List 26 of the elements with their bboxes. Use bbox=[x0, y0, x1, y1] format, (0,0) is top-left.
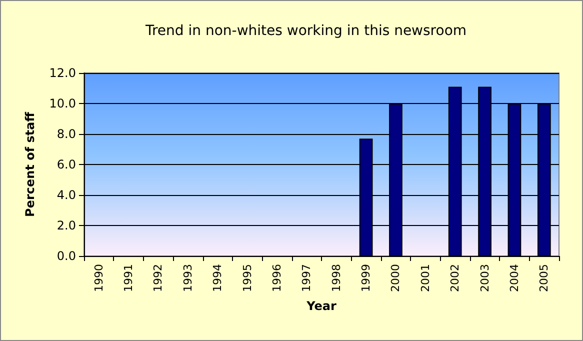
x-tick-label: 2000 bbox=[389, 264, 402, 292]
x-tick-label: 1999 bbox=[360, 264, 373, 292]
y-tick-label: 8.0 bbox=[56, 127, 76, 141]
y-axis-title: Percent of staff bbox=[23, 112, 37, 217]
x-tick-label: 2002 bbox=[448, 264, 462, 292]
y-tick-label: 4.0 bbox=[56, 188, 76, 202]
x-tick-label: 2005 bbox=[538, 264, 551, 292]
x-tick-label: 2003 bbox=[478, 264, 492, 292]
x-tick-label: 1997 bbox=[300, 264, 314, 292]
x-tick-label: 1995 bbox=[240, 264, 254, 292]
x-tick-label: 1994 bbox=[211, 264, 224, 292]
x-tick-label: 2004 bbox=[508, 264, 521, 292]
y-tick-label: 6.0 bbox=[56, 158, 76, 172]
x-tick-label: 1998 bbox=[330, 264, 343, 292]
chart-title: Trend in non-whites working in this newsroom bbox=[144, 23, 467, 39]
y-tick-label: 2.0 bbox=[56, 218, 76, 232]
x-tick-label: 1991 bbox=[122, 264, 136, 292]
x-tick-label: 1990 bbox=[92, 264, 106, 292]
x-tick-label: 1992 bbox=[152, 264, 165, 292]
x-tick-label: 1993 bbox=[181, 264, 194, 292]
y-tick-label: 0.0 bbox=[56, 249, 76, 263]
x-axis-title: Year bbox=[306, 299, 336, 313]
x-tick-label: 1996 bbox=[270, 264, 284, 292]
y-tick-label: 12.0 bbox=[49, 66, 76, 80]
y-tick-label: 10.0 bbox=[49, 96, 76, 110]
x-tick-label: 2001 bbox=[418, 264, 432, 292]
